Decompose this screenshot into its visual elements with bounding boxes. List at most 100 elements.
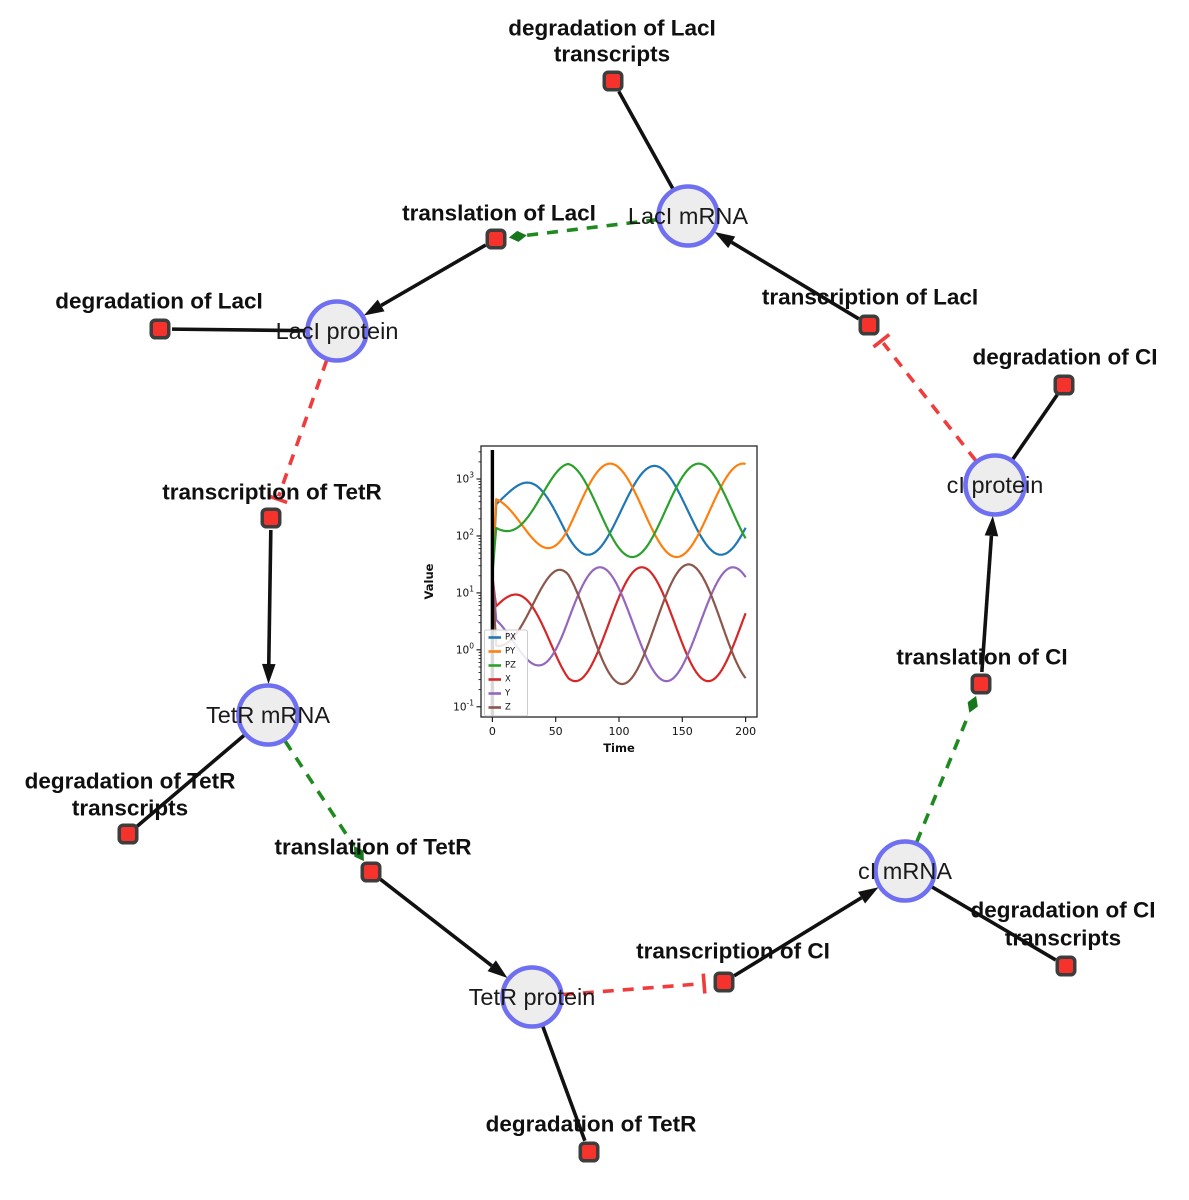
y-tick-label-10e2: 102 — [456, 527, 474, 542]
reaction-node-degradation-ci-transcripts — [1055, 955, 1077, 977]
reaction-node-translation-tetr — [360, 861, 382, 883]
edge-tetr-mrna-to-translation-tetr-diamond — [353, 846, 364, 862]
plot-curves — [490, 450, 747, 716]
species-node-ci-mrna — [873, 839, 937, 903]
edge-transcription-laci-to-laci-mrna-arrowhead — [714, 231, 736, 249]
x-tick-label-0: 0 — [489, 725, 496, 738]
reaction-node-degradation-laci — [149, 318, 171, 340]
edge-laci-mrna-to-degradation-laci-transcripts — [617, 90, 675, 190]
reaction-node-transcription-tetr — [260, 507, 282, 529]
edge-transcription-tetr-to-tetr-mrna — [266, 529, 273, 665]
x-tick-label-50: 50 — [549, 725, 563, 738]
legend-label-Y: Y — [504, 689, 511, 699]
edge-tetr-protein-to-degradation-tetr — [541, 1025, 587, 1142]
species-node-tetr-protein — [500, 965, 564, 1029]
x-tick-label-100: 100 — [609, 725, 630, 738]
reaction-label-degradation-tetr-transcripts-line1: degradation of TetR — [25, 769, 236, 794]
edge-translation-laci-to-laci-protein — [380, 243, 487, 308]
reaction-node-degradation-tetr-transcripts — [117, 823, 139, 845]
reaction-label-degradation-ci-transcripts-line2: transcripts — [1005, 926, 1121, 951]
edge-tetr-mrna-to-degradation-tetr-transcripts — [135, 733, 246, 828]
edge-laci-protein-to-transcription-tetr — [276, 359, 329, 497]
edges-layer — [135, 90, 1059, 1142]
species-label-ci-mrna: cI mRNA — [858, 858, 952, 884]
legend-label-PZ: PZ — [505, 661, 516, 671]
y-axis-title: Value — [422, 563, 436, 599]
species-node-ci-protein — [963, 453, 1027, 517]
edge-laci-protein-to-degradation-laci — [171, 327, 307, 333]
y-tick-label-10e1: 101 — [456, 584, 474, 599]
reaction-label-transcription-laci-line1: transcription of LacI — [762, 285, 978, 310]
edge-translation-tetr-to-tetr-protein-arrowhead — [487, 960, 508, 978]
legend-label-Z: Z — [505, 703, 511, 713]
reaction-label-translation-laci-line1: translation of LacI — [402, 201, 596, 226]
edge-translation-laci-to-laci-protein-arrowhead — [363, 299, 385, 316]
edge-ci-mrna-to-degradation-ci-transcripts — [930, 885, 1057, 962]
y-tick-label-10e3: 103 — [456, 471, 474, 486]
species-label-tetr-mrna: TetR mRNA — [206, 702, 330, 728]
curve-X — [491, 566, 747, 683]
nodes-layer — [117, 70, 1077, 1163]
y-tick-label-10e-1: 10-1 — [453, 698, 474, 713]
legend-label-PX: PX — [505, 633, 516, 643]
curve-Y — [491, 566, 747, 683]
reaction-label-translation-ci-line1: translation of CI — [896, 645, 1067, 670]
edge-ci-mrna-to-translation-ci — [915, 712, 971, 843]
edge-laci-mrna-to-translation-laci-diamond — [508, 230, 527, 242]
edge-tetr-protein-to-transcription-ci — [562, 981, 702, 997]
reaction-node-transcription-ci — [713, 971, 735, 993]
species-node-laci-protein — [305, 299, 369, 363]
x-axis-title: Time — [603, 741, 635, 755]
legend-label-X: X — [505, 675, 511, 685]
edge-transcription-ci-to-ci-mrna-arrowhead — [857, 887, 879, 904]
reaction-label-transcription-ci-line1: transcription of CI — [636, 939, 830, 964]
edge-laci-protein-to-transcription-tetr-tee — [267, 494, 288, 505]
reaction-label-translation-tetr-line1: translation of TetR — [274, 835, 471, 860]
reaction-label-degradation-laci-transcripts-line1: degradation of LacI — [508, 16, 716, 41]
x-tick-label-150: 150 — [672, 725, 693, 738]
curve-PZ — [491, 462, 747, 576]
edge-translation-tetr-to-tetr-protein — [379, 877, 493, 968]
edge-transcription-tetr-to-tetr-mrna-arrowhead — [261, 663, 276, 685]
legend-label-PY: PY — [505, 647, 516, 657]
edge-translation-ci-to-ci-protein — [980, 535, 994, 673]
y-tick-label-10e0: 100 — [456, 641, 474, 656]
edge-translation-ci-to-ci-protein-arrowhead — [984, 515, 999, 537]
reaction-node-transcription-laci — [858, 314, 880, 336]
x-tick-label-200: 200 — [735, 725, 756, 738]
reaction-label-degradation-laci-transcripts-line2: transcripts — [554, 42, 670, 67]
edge-ci-mrna-to-translation-ci-diamond — [967, 696, 978, 713]
species-label-laci-protein: LacI protein — [276, 318, 399, 344]
reaction-label-degradation-tetr-line1: degradation of TetR — [486, 1112, 697, 1137]
edge-ci-protein-to-transcription-laci-tee — [872, 333, 891, 349]
edge-tetr-protein-to-transcription-ci-tee — [701, 973, 707, 994]
reaction-label-degradation-ci-transcripts-line1: degradation of CI — [971, 898, 1156, 923]
species-node-laci-mrna — [656, 184, 720, 248]
reaction-label-transcription-tetr-line1: transcription of TetR — [162, 480, 382, 505]
curve-PX — [491, 464, 747, 576]
species-label-tetr-protein: TetR protein — [469, 984, 596, 1010]
reaction-node-degradation-laci-transcripts — [602, 70, 624, 92]
species-node-tetr-mrna — [236, 683, 300, 747]
labels-layer: degradation of LacItranscriptstranslatio… — [25, 16, 1158, 1137]
edge-transcription-laci-to-laci-mrna — [730, 240, 860, 321]
edge-ci-protein-to-degradation-ci — [1011, 393, 1059, 461]
reaction-node-translation-laci — [485, 228, 507, 250]
reaction-label-degradation-ci-line1: degradation of CI — [973, 345, 1158, 370]
reaction-node-degradation-ci — [1053, 374, 1075, 396]
edge-tetr-mrna-to-translation-tetr — [283, 739, 356, 848]
species-label-ci-protein: cI protein — [947, 472, 1044, 498]
curve-PY — [491, 462, 747, 576]
plot-legend: PX PY PZ XYZ — [484, 629, 528, 717]
species-label-laci-mrna: LacI mRNA — [628, 203, 748, 229]
reaction-node-translation-ci — [970, 673, 992, 695]
edge-ci-protein-to-transcription-laci — [881, 341, 978, 462]
edge-laci-mrna-to-translation-laci — [526, 217, 658, 238]
reaction-label-degradation-laci-line1: degradation of LacI — [55, 289, 263, 314]
reaction-label-degradation-tetr-transcripts-line2: transcripts — [72, 796, 188, 821]
edge-transcription-ci-to-ci-mrna — [733, 896, 863, 978]
reaction-node-degradation-tetr — [578, 1141, 600, 1163]
